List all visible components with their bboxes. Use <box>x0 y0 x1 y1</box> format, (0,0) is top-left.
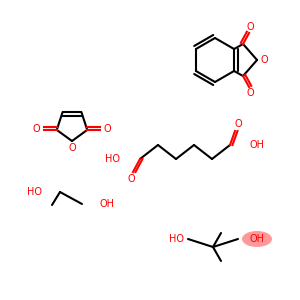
Text: HO: HO <box>27 187 42 197</box>
Text: HO: HO <box>105 154 120 164</box>
Text: OH: OH <box>250 234 265 244</box>
Text: O: O <box>260 55 268 65</box>
Text: O: O <box>68 143 76 153</box>
Text: O: O <box>246 88 254 98</box>
Text: O: O <box>234 119 242 129</box>
Text: O: O <box>127 174 135 184</box>
Text: O: O <box>246 22 254 32</box>
Text: O: O <box>33 124 40 134</box>
Text: HO: HO <box>169 234 184 244</box>
Text: OH: OH <box>250 140 265 150</box>
Text: OH: OH <box>100 199 115 209</box>
Ellipse shape <box>242 231 272 247</box>
Text: O: O <box>103 124 111 134</box>
